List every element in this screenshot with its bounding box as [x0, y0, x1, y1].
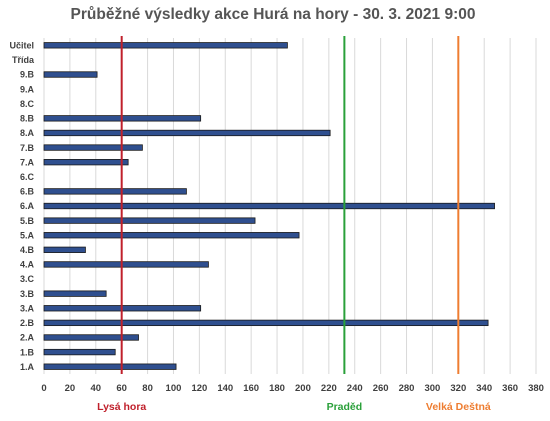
bar-5.B	[43, 217, 256, 224]
x-tick-240: 240	[347, 383, 363, 394]
reference-label-3: Velká Deštná	[426, 401, 491, 413]
bar-2.B	[43, 319, 489, 327]
bar-9.B	[43, 71, 98, 78]
bar-6.B	[43, 188, 187, 195]
bar-1.B	[43, 348, 116, 356]
x-tick-360: 360	[502, 383, 518, 394]
category-label-1.A: 1.A	[20, 362, 35, 372]
bars	[43, 42, 495, 370]
bar-1.A	[43, 363, 177, 370]
reference-label-1: Lysá hora	[97, 401, 146, 413]
x-tick-100: 100	[166, 383, 182, 394]
category-label-3.A: 3.A	[20, 303, 35, 313]
category-label-Učitel: Učitel	[9, 41, 34, 51]
x-tick-320: 320	[450, 383, 466, 394]
category-label-7.A: 7.A	[20, 157, 35, 167]
x-tick-260: 260	[373, 383, 389, 394]
x-tick-20: 20	[65, 383, 76, 394]
bar-Učitel	[43, 42, 288, 49]
category-label-5.B: 5.B	[20, 216, 35, 226]
category-label-9.A: 9.A	[20, 84, 35, 94]
bar-4.B	[43, 246, 86, 253]
category-label-4.B: 4.B	[20, 245, 35, 255]
bar-4.A	[43, 261, 209, 268]
category-label-2.A: 2.A	[20, 333, 35, 343]
category-label-8.C: 8.C	[20, 99, 35, 109]
reference-line-labels: Lysá hora Praděd Velká Deštná	[97, 401, 491, 413]
x-tick-labels: 0 20 40 60 80 100 120 140 160 180 200 220 240 260 280 3…	[41, 383, 544, 394]
category-label-5.A: 5.A	[20, 230, 35, 240]
bar-8.A	[43, 129, 331, 137]
x-tick-220: 220	[321, 383, 337, 394]
category-label-1.B: 1.B	[20, 347, 35, 357]
category-label-8.A: 8.A	[20, 128, 35, 138]
category-label-Třída: Třída	[12, 55, 35, 65]
chart-title: Průběžné výsledky akce Hurá na hory - 30…	[71, 6, 476, 23]
bar-2.A	[43, 334, 139, 341]
category-label-3.B: 3.B	[20, 289, 35, 299]
x-tick-380: 380	[528, 383, 544, 394]
category-label-6.C: 6.C	[20, 172, 35, 182]
bar-6.A	[43, 202, 495, 210]
category-label-4.A: 4.A	[20, 260, 35, 270]
category-label-8.B: 8.B	[20, 114, 35, 124]
category-label-2.B: 2.B	[20, 318, 35, 328]
category-label-7.B: 7.B	[20, 143, 35, 153]
x-tick-180: 180	[269, 383, 285, 394]
x-tick-160: 160	[243, 383, 259, 394]
bar-7.A	[43, 159, 129, 166]
x-tick-300: 300	[424, 383, 440, 394]
x-tick-140: 140	[217, 383, 233, 394]
x-tick-40: 40	[91, 383, 102, 394]
x-tick-60: 60	[116, 383, 127, 394]
x-tick-120: 120	[191, 383, 207, 394]
category-label-6.B: 6.B	[20, 187, 35, 197]
bar-7.B	[43, 144, 143, 151]
x-tick-80: 80	[142, 383, 153, 394]
x-tick-200: 200	[295, 383, 311, 394]
x-tick-280: 280	[399, 383, 415, 394]
category-labels: Učitel Třída 9.B 9.A 8.C 8.B 8.A 7.B 7.A 6.C 6.B 6.…	[9, 41, 34, 372]
x-tick-340: 340	[476, 383, 492, 394]
reference-lines	[120, 36, 460, 374]
reference-label-2: Praděd	[327, 401, 363, 413]
category-label-3.C: 3.C	[20, 274, 35, 284]
bar-3.B	[43, 290, 107, 297]
x-tick-0: 0	[41, 383, 46, 394]
bar-5.A	[43, 232, 300, 239]
category-label-6.A: 6.A	[20, 201, 35, 211]
category-label-9.B: 9.B	[20, 70, 35, 80]
